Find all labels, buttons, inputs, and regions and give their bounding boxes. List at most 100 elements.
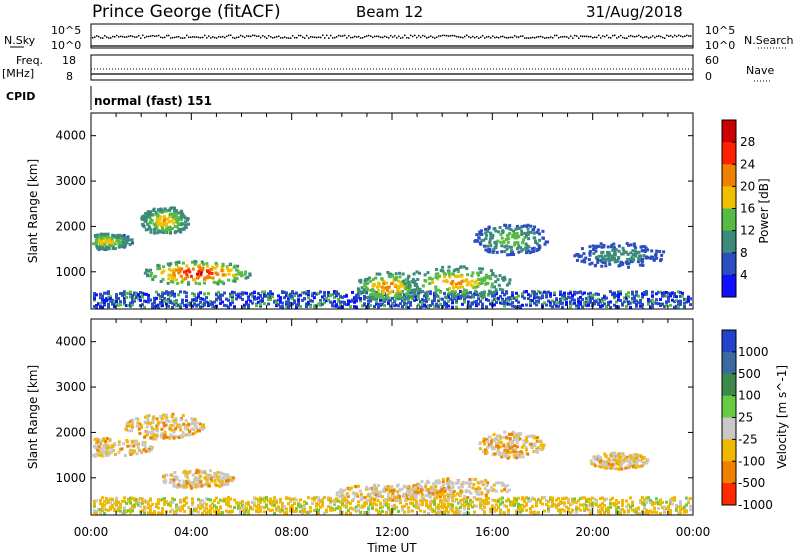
data-cell: [371, 506, 374, 510]
data-cell: [498, 287, 502, 291]
data-cell: [439, 509, 442, 513]
data-cell: [588, 245, 592, 249]
data-cell: [119, 235, 123, 239]
data-cell: [449, 297, 452, 301]
data-cell: [444, 295, 448, 299]
data-cell: [381, 505, 384, 509]
data-cell: [395, 484, 399, 488]
data-cell: [480, 481, 484, 485]
data-cell: [169, 301, 172, 305]
nsky-point: [190, 36, 192, 39]
data-cell: [637, 301, 640, 305]
data-cell: [478, 232, 482, 236]
nsky-point: [310, 36, 312, 38]
data-cell: [460, 485, 464, 489]
data-cell: [502, 450, 506, 454]
nsky-point: [288, 37, 290, 39]
data-cell: [380, 277, 384, 281]
data-cell: [442, 490, 446, 494]
data-cell: [517, 505, 520, 509]
data-cell: [505, 297, 508, 301]
data-cell: [603, 302, 606, 306]
data-cell: [275, 506, 278, 510]
data-cell: [484, 227, 488, 231]
data-cell: [579, 497, 582, 501]
data-cell: [345, 498, 348, 502]
data-cell: [211, 276, 215, 280]
data-cell: [502, 275, 506, 279]
nsky-point: [98, 35, 100, 38]
data-cell: [178, 479, 182, 483]
data-cell: [408, 493, 412, 497]
data-cell: [263, 500, 266, 504]
data-cell: [451, 495, 455, 499]
nsky-point: [628, 35, 630, 38]
data-cell: [115, 238, 119, 242]
data-cell: [441, 480, 445, 484]
data-cell: [463, 297, 466, 301]
nsky-point: [178, 35, 180, 38]
data-cell: [176, 225, 180, 229]
data-cell: [251, 500, 254, 504]
colorbar-tick-label: 24: [740, 157, 755, 171]
data-cell: [177, 271, 181, 275]
data-cell: [359, 297, 362, 301]
data-cell: [440, 493, 444, 497]
data-cell: [197, 269, 201, 273]
data-cell: [467, 305, 470, 309]
data-cell: [496, 438, 500, 442]
data-cell: [171, 212, 175, 216]
data-cell: [476, 273, 480, 277]
data-cell: [259, 496, 262, 500]
data-cell: [247, 303, 250, 307]
data-cell: [347, 302, 350, 306]
data-cell: [433, 502, 436, 506]
colorbar-segment: [722, 230, 736, 254]
data-cell: [309, 299, 312, 303]
data-cell: [381, 488, 385, 492]
nsky-point: [624, 37, 626, 39]
data-cell: [203, 506, 206, 510]
data-cell: [277, 294, 280, 298]
data-cell: [585, 507, 588, 511]
data-cell: [129, 501, 132, 505]
data-cell: [153, 510, 156, 514]
data-cell: [143, 500, 146, 504]
data-cell: [359, 292, 362, 296]
data-cell: [198, 426, 202, 430]
data-cell: [369, 292, 373, 296]
data-cell: [162, 265, 166, 269]
data-cell: [523, 504, 526, 508]
data-cell: [491, 236, 495, 240]
data-cell: [283, 290, 286, 294]
data-cell: [283, 296, 286, 300]
data-cell: [677, 290, 680, 294]
data-cell: [447, 510, 450, 514]
data-cell: [532, 250, 536, 254]
data-cell: [485, 499, 488, 503]
data-cell: [427, 504, 430, 508]
data-cell: [289, 304, 292, 308]
data-cell: [179, 274, 183, 278]
data-cell: [99, 499, 102, 503]
data-cell: [127, 238, 131, 242]
data-cell: [236, 269, 240, 273]
data-cell: [557, 508, 560, 512]
data-cell: [474, 490, 478, 494]
data-cell: [313, 296, 316, 300]
nsky-point: [176, 36, 178, 38]
data-cell: [490, 485, 494, 489]
data-cell: [533, 510, 536, 514]
data-cell: [447, 485, 451, 489]
data-cell: [125, 440, 129, 444]
data-cell: [445, 482, 449, 486]
data-cell: [143, 271, 147, 275]
data-cell: [337, 292, 340, 296]
data-cell: [99, 302, 102, 306]
data-cell: [225, 297, 228, 301]
data-cell: [366, 498, 370, 502]
data-cell: [533, 497, 536, 501]
data-cell: [589, 291, 592, 295]
data-cell: [369, 303, 372, 307]
data-cell: [583, 503, 586, 507]
